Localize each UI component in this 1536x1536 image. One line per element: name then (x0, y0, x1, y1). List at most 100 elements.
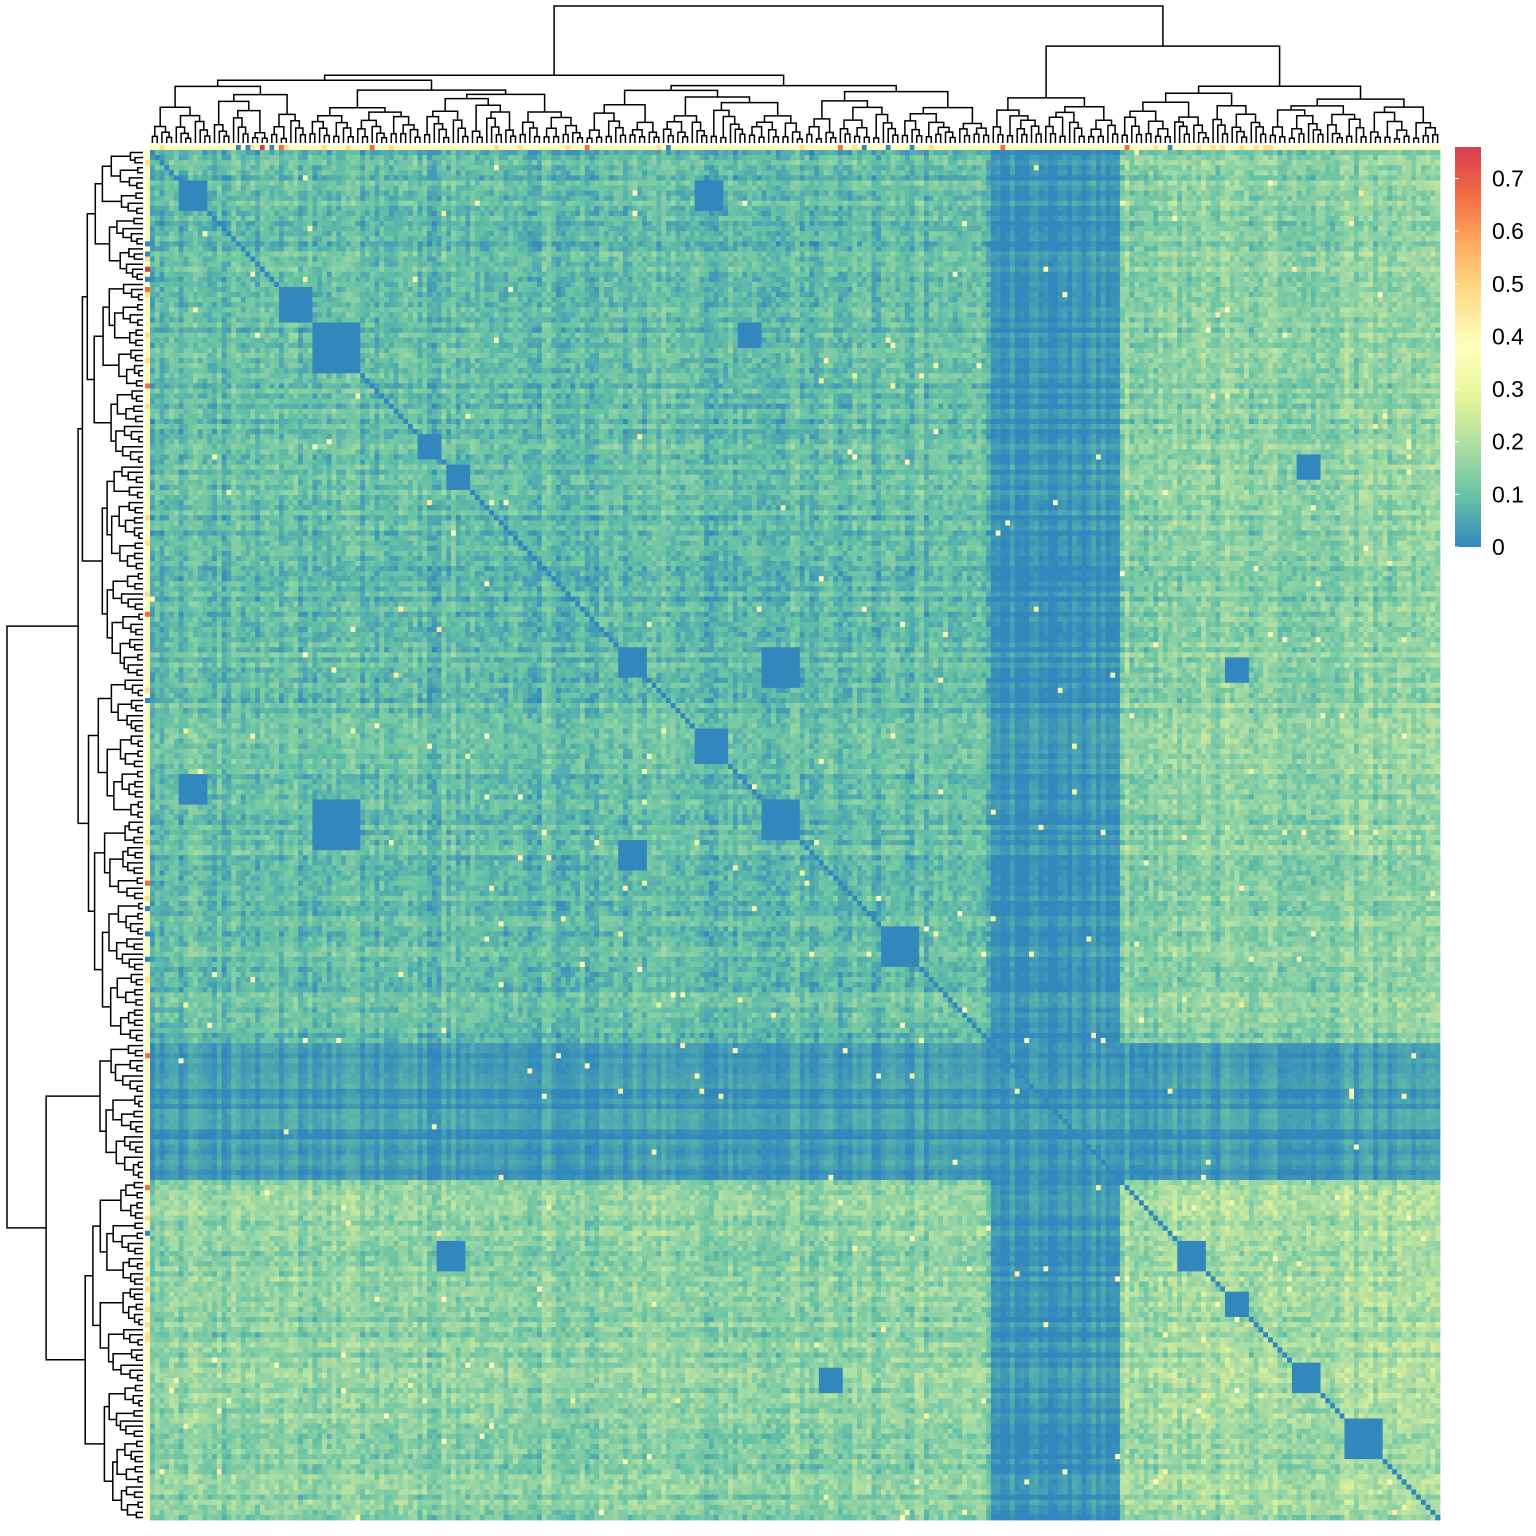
column-annotation-cell (1020, 145, 1025, 150)
dendrogram-branch (129, 503, 143, 511)
column-annotation-cell (843, 145, 848, 150)
row-annotation-cell (145, 429, 150, 434)
column-annotation-cell (1430, 145, 1435, 150)
column-annotation-cell (1125, 145, 1130, 150)
column-annotation-cell (556, 145, 561, 150)
column-annotation-cell (212, 145, 217, 150)
dendrogram-branch (131, 924, 143, 932)
column-annotation-cell (580, 145, 585, 150)
row-annotation-cell (145, 368, 150, 373)
row-annotation-cell (145, 805, 150, 810)
dendrogram-branch (511, 136, 516, 143)
heatmap-cell (231, 150, 236, 155)
dendrogram-branch (138, 574, 143, 579)
row-annotation-cell (145, 160, 150, 165)
heatmap-cell (198, 150, 203, 155)
row-annotation-cell (145, 267, 150, 272)
row-annotation-cell (145, 1165, 150, 1170)
column-annotation-cell (179, 145, 184, 150)
dendrogram-branch (160, 107, 190, 126)
dendrogram-branch (130, 1370, 143, 1378)
row-annotation-cell (145, 810, 150, 815)
dendrogram-branch (831, 138, 836, 143)
dendrogram-branch (130, 153, 143, 161)
column-annotation-cell (1244, 145, 1249, 150)
dendrogram-branch (606, 137, 611, 144)
column-annotation-cell (370, 145, 375, 150)
row-annotation-cell (145, 1510, 150, 1515)
dendrogram-branch (137, 208, 143, 213)
column-annotation-cell (1282, 145, 1287, 150)
dendrogram-branch (926, 137, 931, 143)
row-annotation-cell (145, 1383, 150, 1388)
dendrogram-branch (113, 1354, 132, 1370)
column-annotation-cell (164, 145, 169, 150)
dendrogram-branch (129, 249, 143, 257)
row-annotation-cell (145, 1221, 150, 1226)
column-annotation-cell (1192, 145, 1197, 150)
column-annotation-cell (996, 145, 1001, 150)
dendrogram-branch (136, 340, 143, 345)
dendrogram-branch (100, 1303, 123, 1348)
row-annotation-cell (145, 1124, 150, 1129)
heatmap-cell (441, 150, 446, 155)
dendrogram-branch (138, 827, 143, 832)
column-annotation-cell (991, 145, 996, 150)
column-annotation-cell (747, 145, 752, 150)
dendrogram-branch (262, 138, 267, 143)
row-annotation-cell (145, 1373, 150, 1378)
dendrogram-branch (113, 581, 127, 598)
dendrogram-branch (1098, 136, 1103, 143)
heatmap-cell (203, 150, 208, 155)
row-annotation-cell (145, 424, 150, 429)
dendrogram-branch (136, 1386, 144, 1391)
dendrogram-branch (103, 307, 119, 365)
column-annotation-cell (867, 145, 872, 150)
row-annotation-cell (145, 739, 150, 744)
dendrogram-branch (135, 1010, 143, 1015)
dendrogram-branch (554, 6, 1163, 75)
column-annotation-cell (355, 145, 360, 150)
dendrogram-branch (630, 135, 635, 143)
heatmap-cell (489, 150, 494, 155)
dendrogram-branch (547, 128, 557, 137)
dendrogram-branch (1397, 130, 1407, 139)
heatmap-cell (174, 150, 179, 155)
column-annotation-cell (504, 145, 509, 150)
heatmap-cell (222, 150, 227, 155)
dendrogram-branch (243, 134, 248, 143)
row-annotation-cell (145, 1276, 150, 1281)
dendrogram-branch (1022, 135, 1027, 143)
dendrogram-branch (1217, 106, 1246, 120)
dendrogram-branch (134, 1431, 143, 1436)
dendrogram-branch (120, 644, 130, 664)
row-annotation-bar (145, 150, 150, 1520)
dendrogram-branch (578, 138, 583, 143)
column-annotation-cell (322, 145, 327, 150)
column-annotation-cell (1196, 145, 1201, 150)
dendrogram-branch (132, 1350, 143, 1358)
dendrogram-branch (1046, 46, 1280, 98)
row-annotation-cell (145, 612, 150, 617)
column-annotation-cell (1129, 145, 1134, 150)
heatmap-cell (212, 150, 217, 155)
dendrogram-branch (113, 1226, 135, 1242)
row-annotation-cell (145, 1317, 150, 1322)
row-annotation-cell (145, 1150, 150, 1155)
dendrogram-branch (167, 137, 172, 143)
dendrogram-branch (950, 138, 955, 144)
column-annotation-cell (1043, 145, 1048, 150)
dendrogram-branch (137, 1441, 143, 1446)
column-annotation-cell (207, 145, 212, 150)
dendrogram-branch (138, 802, 143, 807)
dendrogram-branch (128, 203, 143, 211)
row-annotation-cell (145, 1008, 150, 1013)
dendrogram-branch (301, 135, 306, 143)
column-annotation-cell (489, 145, 494, 150)
dendrogram-branch (134, 1183, 143, 1188)
dendrogram-branch (1385, 137, 1390, 143)
dendrogram-branch (137, 239, 143, 244)
dendrogram-branch (1297, 116, 1313, 129)
dendrogram-branch (139, 295, 143, 300)
dendrogram-branch (119, 354, 131, 376)
